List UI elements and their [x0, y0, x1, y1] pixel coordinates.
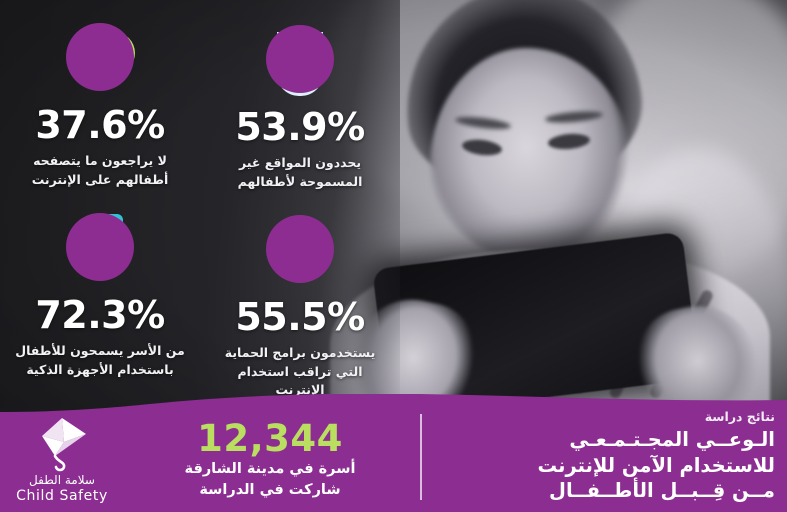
kite-logo-icon — [42, 418, 86, 472]
icon-circle-backdrop — [66, 212, 134, 281]
participants-line-2: شاركت في الدراسة — [199, 482, 341, 499]
logo-english-name: Child Safety — [16, 487, 108, 504]
stat-value: 55.5% — [235, 294, 365, 339]
browser-window-icon — [257, 16, 343, 102]
stat-smart-devices-allowed: 72.3% من الأسر يسمحون للأطفال باستخدام ا… — [0, 200, 200, 400]
stat-label: يحددون المواقع غير المسموحة لأطفالهم — [237, 155, 363, 189]
stat-no-review: 37.6% لا يراجعون ما يتصفحه أطفالهم على ا… — [0, 0, 200, 200]
stat-label: يستخدمون برامج الحماية التي تراقب استخدا… — [224, 344, 376, 398]
stat-protection-software: 55.5% يستخدمون برامج الحماية التي تراقب … — [200, 200, 400, 400]
child-safety-logo[interactable]: سلامة الطفل Child Safety — [8, 412, 116, 504]
banner-divider — [420, 414, 422, 500]
statistics-grid: 53.9% يحددون المواقع غير المسموحة لأطفال… — [0, 0, 400, 400]
stat-blocked-sites: 53.9% يحددون المواقع غير المسموحة لأطفال… — [200, 0, 400, 200]
participants-number: 12,344 — [197, 416, 343, 460]
stat-label: من الأسر يسمحون للأطفال باستخدام الأجهزة… — [15, 342, 185, 377]
shield-check-icon — [257, 206, 343, 292]
icon-circle-backdrop — [266, 214, 334, 283]
participants-line-1: أسرة في مدينة الشارقة — [184, 460, 356, 477]
study-eyebrow: نتائج دراسة — [704, 408, 775, 424]
hand-smartphone-icon — [57, 204, 143, 290]
stat-value: 53.9% — [235, 105, 365, 149]
logo-arabic-name: سلامة الطفل — [29, 473, 95, 488]
stat-value: 72.3% — [35, 292, 165, 337]
study-title-line-1: الـوعــي المجـتـمـعـي — [569, 427, 775, 451]
icon-circle-backdrop — [66, 23, 134, 91]
bottom-banner-content: سلامة الطفل Child Safety 12,344 أسرة في … — [0, 394, 787, 512]
study-title-block: نتائج دراسة الـوعــي المجـتـمـعـي للاستخ… — [445, 409, 775, 504]
boy-face — [430, 48, 630, 263]
magnifier-alert-icon — [57, 14, 143, 100]
stat-label: لا يراجعون ما يتصفحه أطفالهم على الإنترن… — [31, 153, 169, 187]
icon-circle-backdrop — [266, 25, 334, 93]
study-title-line-2: للاستخدام الآمن للإنترنت — [537, 453, 775, 477]
study-title-line-3: مــن قِــبــل الأطــفــال — [549, 479, 775, 503]
participants-count-block: 12,344 أسرة في مدينة الشارقة شاركت في ال… — [150, 416, 390, 502]
bottom-banner — [0, 394, 787, 512]
stat-value: 37.6% — [35, 103, 165, 147]
